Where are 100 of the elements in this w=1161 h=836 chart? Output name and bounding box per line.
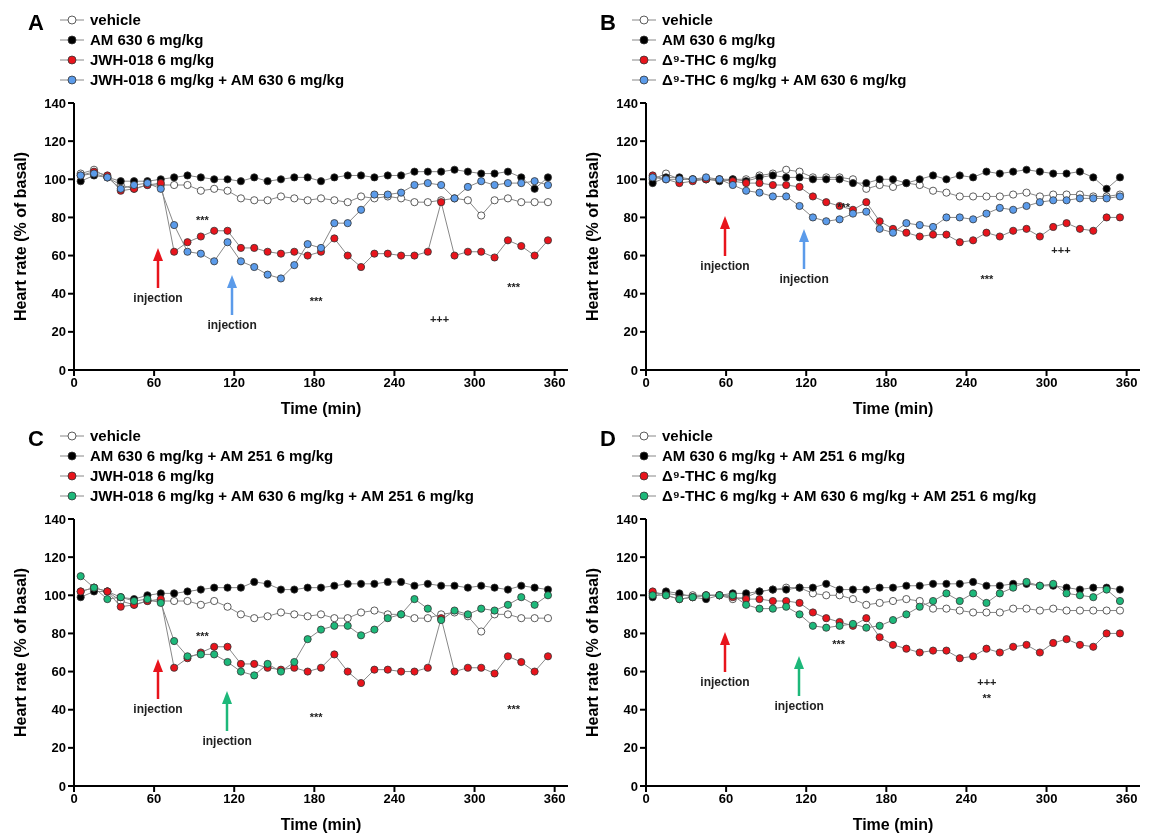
- legend-label: vehicle: [662, 426, 713, 446]
- legend-label: AM 630 6 mg/kg + AM 251 6 mg/kg: [90, 446, 334, 466]
- y-tick-label: 100: [44, 587, 66, 603]
- x-tick-label: 360: [543, 791, 566, 807]
- y-axis-title: Heart rate (% of basal): [583, 568, 601, 737]
- legend-label: Δ⁹-THC 6 mg/kg + AM 630 6 mg/kg + AM 251 6 mg/kg: [662, 486, 1037, 506]
- legend-label: AM 630 6 mg/kg + AM 251 6 mg/kg: [662, 446, 906, 466]
- x-tick-label: 120: [795, 791, 818, 807]
- chart-title: C: [28, 426, 44, 452]
- x-axis-title: Time (min): [280, 400, 362, 417]
- annotation: **: [981, 690, 993, 706]
- y-tick-label: 40: [623, 702, 638, 718]
- annotation: injection: [699, 673, 751, 690]
- x-tick-label: 180: [875, 375, 898, 391]
- legend-label: Δ⁹-THC 6 mg/kg: [662, 466, 777, 486]
- annotation: ***: [195, 213, 210, 229]
- x-tick-label: 360: [543, 375, 566, 391]
- y-tick-label: 40: [623, 286, 638, 302]
- y-tick-label: 0: [58, 362, 66, 378]
- annotation: +++: [976, 674, 998, 690]
- y-tick-label: 140: [616, 511, 638, 527]
- x-tick-label: 180: [303, 375, 326, 391]
- x-axis-title: Time (min): [280, 816, 362, 833]
- y-tick-label: 60: [623, 248, 638, 264]
- y-tick-label: 100: [44, 171, 66, 187]
- annotation: injection: [699, 257, 751, 274]
- x-axis-title: Time (min): [852, 816, 934, 833]
- x-tick-label: 300: [1035, 791, 1058, 807]
- annotation: ***: [831, 637, 847, 653]
- chart-title: D: [600, 426, 616, 452]
- x-tick-label: 300: [463, 375, 486, 391]
- x-tick-label: 300: [1035, 375, 1058, 391]
- annotation: ***: [506, 701, 522, 717]
- y-tick-label: 40: [51, 286, 66, 302]
- legend-label: vehicle: [90, 426, 141, 446]
- legend-label: AM 630 6 mg/kg: [90, 30, 204, 50]
- annotation: ***: [308, 293, 324, 309]
- x-tick-label: 0: [70, 375, 78, 391]
- annotation: injection: [132, 289, 184, 306]
- x-tick-label: 180: [303, 791, 326, 807]
- legend-label: AM 630 6 mg/kg: [662, 30, 776, 50]
- y-tick-label: 40: [51, 702, 66, 718]
- y-tick-label: 120: [616, 133, 638, 149]
- x-axis-title: Time (min): [852, 400, 934, 417]
- y-tick-label: 20: [51, 740, 66, 756]
- legend-label: JWH-018 6 mg/kg + AM 630 6 mg/kg: [90, 70, 345, 90]
- annotation: injection: [201, 732, 253, 749]
- y-tick-label: 20: [51, 324, 66, 340]
- annotation: injection: [778, 271, 830, 288]
- y-tick-label: 60: [623, 664, 638, 680]
- legend-label: vehicle: [90, 10, 141, 30]
- x-tick-label: 120: [795, 375, 818, 391]
- x-tick-label: 60: [718, 791, 734, 807]
- x-tick-label: 0: [70, 791, 78, 807]
- x-tick-label: 360: [1115, 791, 1138, 807]
- y-tick-label: 140: [44, 95, 66, 111]
- annotation: injection: [206, 316, 258, 333]
- annotation: injection: [773, 697, 825, 714]
- chart-title: A: [28, 10, 44, 36]
- x-tick-label: 60: [146, 791, 162, 807]
- y-tick-label: 60: [51, 248, 66, 264]
- y-tick-label: 20: [623, 740, 638, 756]
- x-tick-label: 240: [383, 375, 406, 391]
- y-tick-label: 60: [51, 664, 66, 680]
- x-tick-label: 240: [955, 791, 978, 807]
- y-tick-label: 140: [44, 511, 66, 527]
- annotation: ***: [979, 272, 995, 288]
- y-tick-label: 120: [44, 549, 66, 565]
- y-tick-label: 80: [623, 210, 638, 226]
- legend-label: Δ⁹-THC 6 mg/kg: [662, 50, 777, 70]
- x-tick-label: 60: [718, 375, 734, 391]
- y-axis-title: Heart rate (% of basal): [583, 152, 601, 321]
- y-tick-label: 20: [623, 324, 638, 340]
- annotation: +++: [1050, 242, 1072, 258]
- legend-label: Δ⁹-THC 6 mg/kg + AM 630 6 mg/kg: [662, 70, 907, 90]
- y-tick-label: 0: [630, 362, 638, 378]
- chart-title: B: [600, 10, 616, 36]
- y-tick-label: 0: [630, 778, 638, 794]
- y-axis-title: Heart rate (% of basal): [11, 152, 29, 321]
- x-tick-label: 240: [955, 375, 978, 391]
- annotation: ***: [506, 280, 522, 296]
- annotation: injection: [132, 700, 184, 717]
- x-tick-label: 240: [383, 791, 406, 807]
- x-tick-label: 60: [146, 375, 162, 391]
- annotation: +++: [428, 312, 451, 328]
- annotation: ***: [308, 709, 324, 725]
- legend-label: JWH-018 6 mg/kg: [90, 50, 215, 70]
- x-tick-label: 180: [875, 791, 898, 807]
- legend-label: vehicle: [662, 10, 713, 30]
- y-tick-label: 140: [616, 95, 638, 111]
- y-tick-label: 80: [623, 626, 638, 642]
- y-tick-label: 120: [44, 133, 66, 149]
- y-tick-label: 100: [616, 587, 638, 603]
- legend-label: JWH-018 6 mg/kg + AM 630 6 mg/kg + AM 251 6 mg/kg: [90, 486, 475, 506]
- y-tick-label: 80: [51, 626, 66, 642]
- x-tick-label: 0: [642, 375, 650, 391]
- legend-label: JWH-018 6 mg/kg: [90, 466, 215, 486]
- annotation: ***: [195, 629, 210, 645]
- y-axis-title: Heart rate (% of basal): [11, 568, 29, 737]
- y-tick-label: 100: [616, 171, 638, 187]
